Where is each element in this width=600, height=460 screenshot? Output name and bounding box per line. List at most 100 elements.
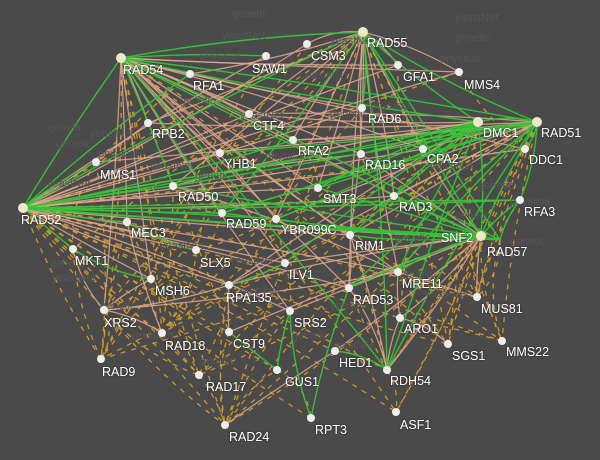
network-edge bbox=[447, 121, 538, 345]
network-node-ybr099c[interactable] bbox=[272, 215, 280, 223]
network-node-rad51[interactable] bbox=[532, 117, 542, 127]
network-node-rad18[interactable] bbox=[158, 329, 166, 337]
network-edge bbox=[22, 207, 230, 333]
network-node-asf1[interactable] bbox=[392, 408, 400, 416]
network-edge bbox=[317, 31, 364, 189]
network-edge bbox=[161, 121, 538, 334]
network-node-snf2[interactable] bbox=[476, 231, 486, 241]
network-node-mkt1[interactable] bbox=[69, 245, 77, 253]
network-edge bbox=[172, 31, 364, 187]
network-node-rdh54[interactable] bbox=[383, 366, 391, 374]
network-node-rpa135[interactable] bbox=[225, 281, 233, 289]
network-node-gus1[interactable] bbox=[273, 366, 281, 374]
network-node-cst9[interactable] bbox=[225, 328, 233, 336]
network-edge bbox=[22, 207, 350, 289]
network-edge bbox=[393, 121, 479, 197]
network-node-hed1[interactable] bbox=[331, 347, 339, 355]
network-edge bbox=[189, 31, 364, 75]
network-edge bbox=[172, 121, 538, 187]
network-edge bbox=[172, 185, 399, 273]
network-edge bbox=[72, 248, 102, 360]
network-edge bbox=[22, 207, 388, 371]
network-node-aro1[interactable] bbox=[396, 314, 404, 322]
network-node-rad16[interactable] bbox=[357, 150, 365, 158]
network-edge bbox=[399, 317, 503, 342]
network-edge bbox=[103, 309, 200, 376]
network-edge bbox=[120, 57, 350, 289]
network-edge bbox=[95, 121, 538, 163]
network-node-rad54[interactable] bbox=[116, 53, 126, 63]
network-edge bbox=[224, 121, 479, 426]
network-node-cpa2[interactable] bbox=[419, 145, 427, 153]
network-edge bbox=[120, 31, 364, 59]
network-edge bbox=[469, 121, 479, 298]
network-edge bbox=[348, 287, 388, 371]
network-node-rad52[interactable] bbox=[18, 203, 28, 213]
network-edge bbox=[317, 121, 479, 189]
network-edge bbox=[317, 187, 482, 237]
network-edge bbox=[120, 57, 152, 280]
network-node-rad55[interactable] bbox=[358, 27, 368, 37]
network-node-srs2[interactable] bbox=[286, 307, 294, 315]
network-edge bbox=[349, 121, 479, 236]
network-node-sgs1[interactable] bbox=[444, 340, 452, 348]
network-node-rfa2[interactable] bbox=[289, 136, 297, 144]
network-node-ctf4[interactable] bbox=[245, 110, 253, 118]
network-edge bbox=[348, 235, 482, 289]
network-edge bbox=[224, 121, 538, 426]
network-node-rim1[interactable] bbox=[346, 231, 354, 239]
network-edge bbox=[248, 112, 538, 123]
network-node-mms22[interactable] bbox=[498, 337, 506, 345]
network-edge bbox=[221, 31, 364, 214]
network-edge bbox=[348, 121, 538, 289]
network-node-rpb2[interactable] bbox=[144, 119, 152, 127]
network-node-smt3[interactable] bbox=[314, 184, 322, 192]
network-edge bbox=[22, 199, 521, 209]
network-edge bbox=[395, 235, 482, 413]
network-node-rad59[interactable] bbox=[218, 209, 226, 217]
network-edge bbox=[22, 207, 74, 250]
network-node-rfa1[interactable] bbox=[186, 70, 194, 78]
network-node-dmc1[interactable] bbox=[473, 117, 483, 127]
network-node-mms4[interactable] bbox=[455, 68, 463, 76]
network-node-yhb1[interactable] bbox=[216, 149, 224, 157]
network-node-mec3[interactable] bbox=[123, 218, 131, 226]
network-node-gfa1[interactable] bbox=[394, 61, 402, 69]
network-edge bbox=[362, 31, 538, 123]
network-node-csm3[interactable] bbox=[303, 40, 311, 48]
network-node-mms1[interactable] bbox=[92, 158, 100, 166]
network-edge bbox=[22, 73, 191, 209]
network-node-saw1[interactable] bbox=[262, 52, 270, 60]
network-node-rad9[interactable] bbox=[97, 355, 105, 363]
network-edge bbox=[22, 207, 128, 223]
network-edge bbox=[100, 55, 267, 360]
network-edge bbox=[22, 207, 277, 220]
network-edge bbox=[120, 57, 163, 334]
network-node-rad24[interactable] bbox=[221, 421, 229, 429]
network-node-ilv1[interactable] bbox=[281, 259, 289, 267]
network-node-rad6[interactable] bbox=[358, 104, 366, 112]
network-edge bbox=[248, 113, 479, 124]
network-edge bbox=[395, 121, 538, 413]
network-node-msh6[interactable] bbox=[147, 275, 155, 283]
network-edge bbox=[396, 271, 401, 319]
network-node-xrs2[interactable] bbox=[100, 306, 108, 314]
network-node-rad50[interactable] bbox=[169, 182, 177, 190]
network-node-mus81[interactable] bbox=[473, 293, 481, 301]
network-node-mre11[interactable] bbox=[394, 268, 402, 276]
network-node-rad3[interactable] bbox=[390, 192, 398, 200]
network-node-rfa3[interactable] bbox=[516, 196, 524, 204]
network-edge bbox=[348, 287, 388, 371]
network-edge bbox=[161, 249, 197, 334]
network-node-rpt3[interactable] bbox=[307, 414, 315, 422]
network-edge bbox=[120, 57, 128, 223]
network-node-rad17[interactable] bbox=[195, 371, 203, 379]
network-edge bbox=[95, 122, 149, 163]
network-node-slx5[interactable] bbox=[192, 246, 200, 254]
network-node-rad53[interactable] bbox=[345, 284, 353, 292]
network-edge bbox=[492, 239, 503, 342]
network-node-ddc1[interactable] bbox=[521, 145, 529, 153]
network-edge bbox=[289, 310, 312, 419]
